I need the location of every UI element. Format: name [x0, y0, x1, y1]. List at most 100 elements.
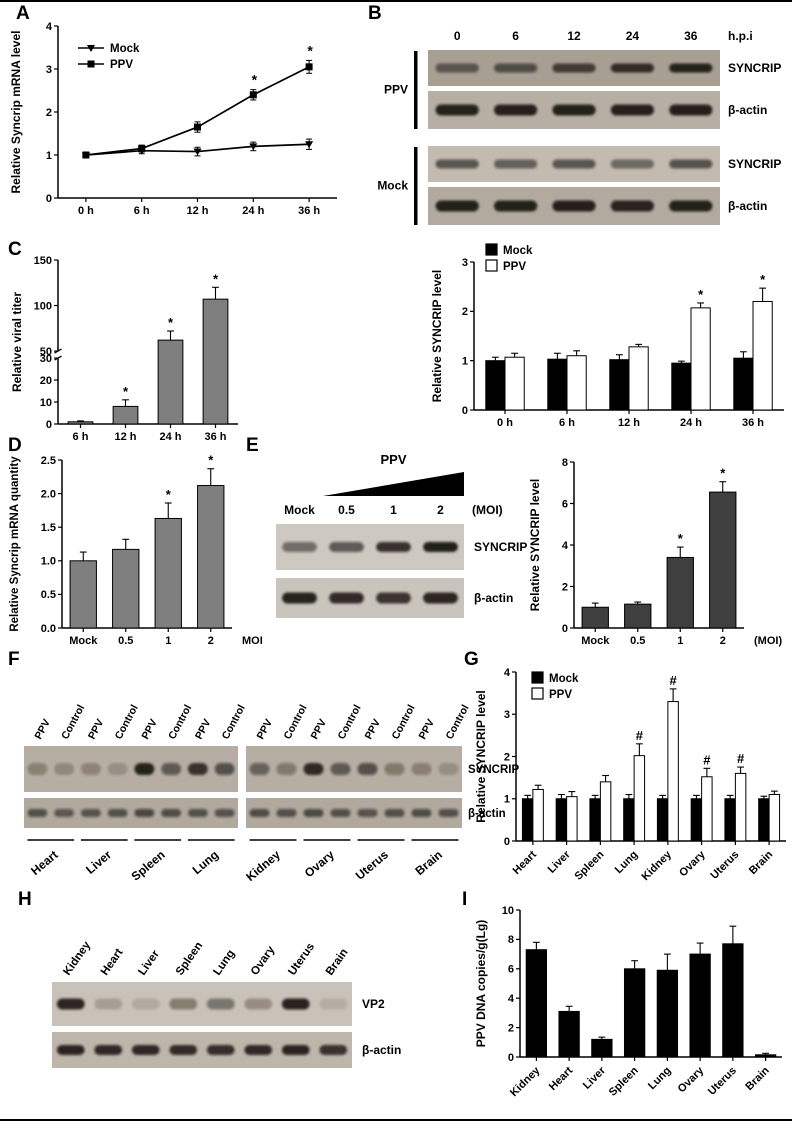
blot-band — [281, 1045, 310, 1055]
triangle-marker — [193, 148, 202, 156]
blot-band — [56, 998, 85, 1010]
blot-band — [249, 763, 270, 775]
svg-text:Heart: Heart — [28, 848, 61, 878]
triangle-marker — [305, 141, 314, 149]
chart-g-tissue-syncrip-bar-chart: 0 1 2 3 4 Relative SYNCRIP level Heart Liver Spl… — [474, 667, 786, 883]
svg-text:24 h: 24 h — [242, 205, 264, 217]
svg-text:4: 4 — [508, 993, 515, 1005]
chart-e-syncrip-level-bar-chart: 0 2 4 6 8 Relative SYNCRIP level Mock 0.5 1 2 (MOI… — [528, 457, 782, 647]
blot-band — [552, 63, 596, 73]
group-bracket — [414, 147, 418, 225]
svg-text:0: 0 — [462, 405, 468, 417]
blot-band — [669, 104, 713, 116]
bar — [581, 606, 609, 629]
blot-band — [94, 1045, 123, 1055]
legend-swatch — [485, 259, 498, 272]
svg-text:Mock: Mock — [284, 503, 315, 517]
square-marker — [249, 91, 257, 99]
blot-band — [56, 1045, 85, 1055]
blot-band — [493, 104, 538, 116]
svg-text:2: 2 — [562, 581, 568, 593]
svg-text:*: * — [168, 315, 174, 330]
svg-text:150: 150 — [34, 255, 52, 267]
bar — [532, 788, 544, 842]
blot-band — [249, 809, 270, 817]
bar — [623, 968, 646, 1058]
blot-band — [131, 1045, 160, 1055]
svg-text:β-actin: β-actin — [728, 103, 767, 117]
svg-text:PPV: PPV — [255, 717, 275, 741]
blot-band — [376, 542, 411, 552]
svg-text:Relative Syncrip mRNA quantity: Relative Syncrip mRNA quantity — [9, 456, 21, 632]
svg-text:Ovary: Ovary — [302, 847, 337, 880]
bar — [633, 755, 646, 842]
svg-text:*: * — [166, 487, 172, 502]
bar — [202, 298, 229, 425]
blot-band — [80, 809, 101, 817]
svg-text:8: 8 — [562, 457, 568, 469]
blot-band — [669, 200, 713, 212]
svg-text:0: 0 — [504, 836, 510, 848]
svg-text:Ovary: Ovary — [677, 848, 708, 879]
svg-text:2: 2 — [508, 1022, 514, 1034]
svg-text:10: 10 — [40, 397, 52, 409]
svg-text:12 h: 12 h — [114, 431, 136, 443]
bar — [525, 949, 548, 1058]
svg-text:6 h: 6 h — [73, 431, 89, 443]
blot-band — [134, 809, 155, 817]
bar — [609, 359, 630, 411]
svg-text:Mock: Mock — [69, 635, 98, 647]
svg-text:PPV: PPV — [363, 717, 383, 741]
bar — [722, 943, 744, 1058]
svg-text:Liver: Liver — [546, 848, 574, 876]
svg-text:*: * — [213, 271, 219, 286]
svg-text:Mock: Mock — [549, 673, 579, 685]
blot-band — [435, 63, 479, 73]
svg-text:Liver: Liver — [581, 1064, 609, 1092]
panel-b-western-blot: 0 6 12 24 36 h.p.i SYNCRIP β-actin PPV SYNCRIP β-a… — [377, 29, 781, 225]
svg-text:36: 36 — [684, 29, 698, 43]
bar — [589, 798, 601, 842]
bar — [667, 701, 679, 842]
svg-text:Kidney: Kidney — [640, 848, 675, 883]
svg-text:Relative SYNCRIP level: Relative SYNCRIP level — [430, 270, 444, 403]
svg-text:PPV: PPV — [380, 452, 406, 467]
blot-band — [669, 159, 713, 169]
svg-text:Control: Control — [166, 703, 194, 742]
svg-text:Kidney: Kidney — [243, 847, 283, 884]
blot-band — [244, 1045, 273, 1055]
bar — [752, 300, 773, 411]
svg-text:Uterus: Uterus — [286, 941, 317, 978]
panel-h-label: H — [18, 889, 32, 910]
svg-text:Relative viral titer: Relative viral titer — [10, 292, 24, 392]
panel-c-label: C — [8, 239, 22, 260]
triangle-marker — [249, 143, 258, 151]
svg-text:SYNCRIP: SYNCRIP — [728, 61, 781, 75]
panel-e-label: E — [246, 435, 259, 456]
svg-text:#: # — [636, 728, 644, 743]
bar — [154, 517, 182, 629]
bar — [555, 798, 568, 842]
blot-band — [357, 763, 378, 775]
svg-text:2: 2 — [208, 635, 214, 647]
blot-band — [384, 763, 405, 775]
bar — [656, 969, 679, 1058]
svg-text:0.5: 0.5 — [41, 589, 56, 601]
svg-text:1.5: 1.5 — [41, 522, 56, 534]
blot-band — [435, 159, 479, 169]
svg-text:3: 3 — [504, 709, 510, 721]
svg-text:VP2: VP2 — [362, 997, 385, 1011]
svg-text:*: * — [208, 453, 214, 468]
blot-band — [552, 159, 596, 169]
svg-text:Brain: Brain — [324, 947, 351, 978]
svg-text:Kidney: Kidney — [61, 939, 93, 978]
svg-text:2: 2 — [437, 503, 444, 517]
blot-band — [214, 763, 235, 775]
bar — [599, 781, 612, 842]
bar — [690, 307, 711, 411]
blot-band — [131, 998, 160, 1010]
svg-text:3: 3 — [46, 64, 52, 76]
svg-text:Liver: Liver — [136, 948, 162, 978]
svg-text:2: 2 — [462, 306, 468, 318]
